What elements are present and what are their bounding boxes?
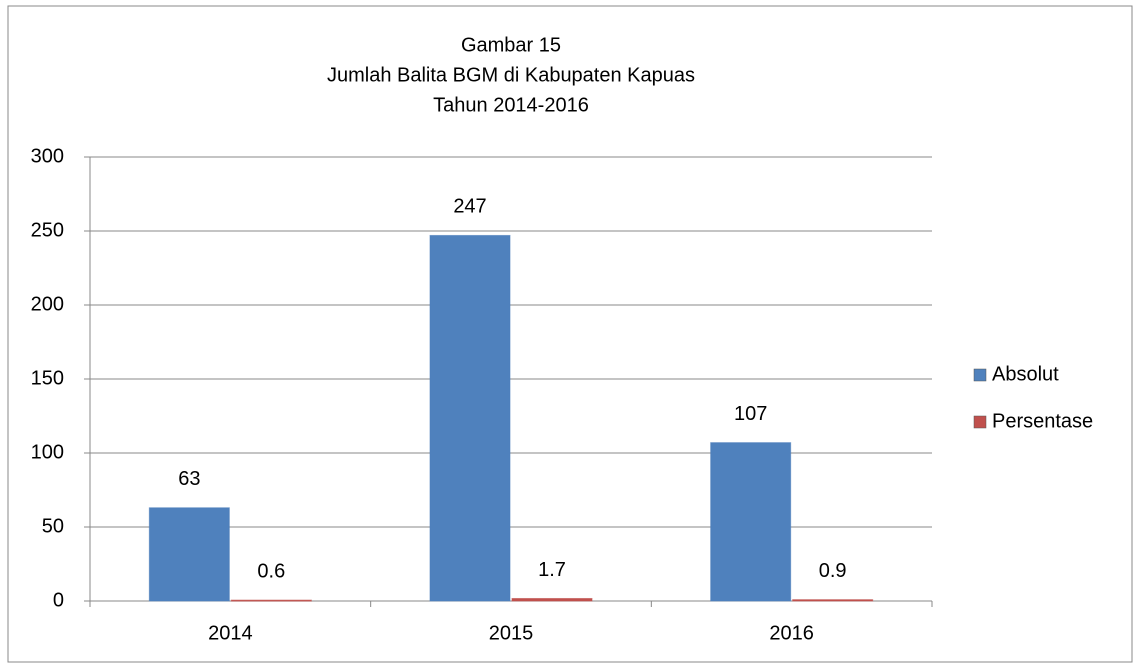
y-tick-label: 0 [53,589,64,611]
data-label: 107 [734,403,767,425]
data-label: 1.7 [538,559,566,581]
x-tick-label: 2016 [769,622,814,644]
data-label: 247 [453,196,486,218]
legend-label: Persentase [992,410,1093,432]
legend-swatch [973,368,987,382]
chart-title: Jumlah Balita BGM di Kabupaten Kapuas [327,64,695,86]
y-tick-label: 250 [31,219,64,241]
data-label: 0.6 [257,560,285,582]
bar [710,442,792,602]
data-label: 0.9 [819,560,847,582]
legend-label: Absolut [992,363,1059,385]
x-tick-label: 2014 [208,622,253,644]
x-tick-label: 2015 [489,622,534,644]
y-tick-label: 100 [31,441,64,463]
bar [429,234,511,602]
y-tick-label: 50 [42,515,64,537]
y-tick-label: 200 [31,293,64,315]
data-label: 63 [178,468,200,490]
chart-title: Gambar 15 [461,34,561,56]
bar [230,599,312,602]
legend-swatch [973,415,987,429]
bar [792,599,874,602]
y-tick-label: 300 [31,145,64,167]
chart-title: Tahun 2014-2016 [433,94,589,116]
bar [148,507,230,602]
y-tick-label: 150 [31,367,64,389]
bar [511,597,593,602]
